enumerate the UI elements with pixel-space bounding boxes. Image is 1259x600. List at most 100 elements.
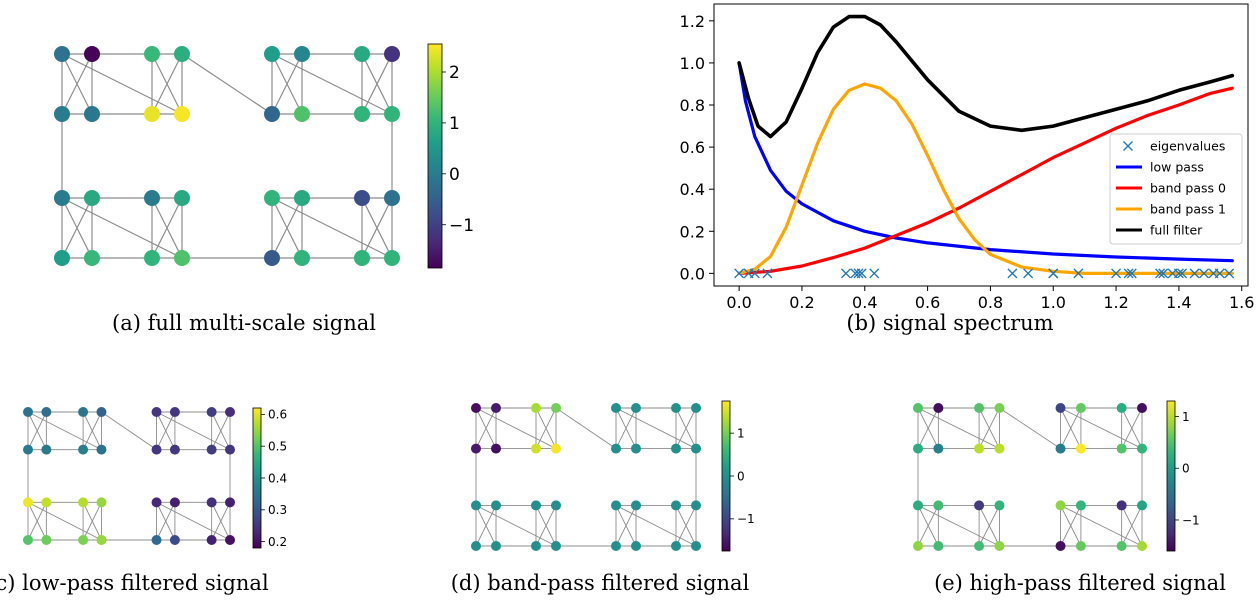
legend-label: band pass 0 — [1150, 181, 1226, 196]
graph-node — [551, 541, 561, 551]
series-line-full-filter — [737, 14, 1235, 139]
x-tick-label: 1.0 — [1041, 293, 1066, 312]
graph-edge — [1060, 505, 1082, 547]
graph-edge — [615, 505, 637, 547]
graph-node — [206, 407, 217, 417]
x-tick-label: 0.2 — [789, 293, 814, 312]
graph-node — [225, 444, 235, 455]
graph-node — [384, 46, 400, 62]
graph-edge — [27, 411, 47, 450]
graph-edge — [675, 505, 697, 547]
colorbar-tick-label: −1 — [449, 216, 474, 236]
graph-node — [1055, 500, 1066, 511]
graph-node — [84, 190, 100, 206]
graph-node — [294, 250, 310, 266]
graph-node — [144, 106, 160, 122]
graph-edge — [1060, 407, 1082, 449]
graph-node — [611, 443, 621, 454]
graph-node — [54, 106, 70, 122]
graph-node — [384, 106, 400, 122]
caption-b: (b) signal spectrum — [846, 311, 1053, 335]
graph-node — [611, 403, 621, 413]
graph-edge — [1121, 407, 1143, 449]
graph-edge — [535, 407, 557, 449]
graph-edge — [675, 407, 697, 449]
series-line-band-pass-0 — [737, 86, 1234, 275]
colorbar-tick-label: 1 — [449, 114, 460, 134]
graph-edge — [475, 505, 497, 547]
x-tick-label: 0.8 — [978, 293, 1003, 312]
graph-node — [96, 497, 107, 508]
graph-node — [84, 106, 100, 122]
graph-node — [294, 106, 310, 122]
graph-edge — [151, 197, 183, 259]
graph-node — [206, 497, 217, 508]
graph-edge — [475, 505, 557, 547]
graph-node — [611, 541, 621, 551]
eigenvalue-marker — [1155, 268, 1166, 279]
caption-d: (d) band-pass filtered signal — [451, 571, 750, 595]
eigenvalue-marker — [1173, 268, 1184, 279]
graph-edge — [475, 407, 497, 449]
graph-node — [169, 497, 180, 508]
graph-node — [1116, 541, 1127, 551]
graph-node — [294, 190, 310, 206]
graph-node — [354, 250, 370, 266]
eigenvalue-marker — [1073, 268, 1084, 279]
eigenvalue-marker — [1111, 268, 1122, 279]
colorbar-tick-label: 0.4 — [268, 471, 287, 485]
graph-node — [174, 46, 190, 62]
graph-panel-d: 1 0 −1 — [471, 400, 755, 552]
x-tick-label: 0.0 — [726, 293, 751, 312]
graph-node — [471, 500, 481, 511]
graph-node — [41, 407, 52, 417]
graph-node — [491, 500, 501, 511]
y-tick-label: 0.4 — [680, 180, 705, 199]
graph-edge — [61, 197, 183, 259]
graph-node — [84, 46, 100, 62]
graph-node — [54, 190, 70, 206]
graph-edge — [361, 53, 393, 115]
graph-node — [691, 443, 701, 454]
graph-node — [78, 444, 89, 455]
graph-edge — [156, 411, 231, 451]
graph-node — [933, 500, 944, 511]
graph-edge — [156, 501, 231, 541]
colorbar-tick-label: −1 — [1182, 513, 1200, 527]
y-tick-label: 0.2 — [680, 222, 705, 241]
graph-node — [169, 535, 180, 545]
graph-node — [96, 444, 107, 455]
graph-node — [23, 535, 33, 545]
colorbar-tick-label: 1 — [1182, 410, 1190, 424]
graph-edge — [978, 407, 1000, 449]
graph-edge — [475, 407, 557, 449]
graph-node — [551, 403, 561, 413]
graph-edge — [917, 407, 939, 449]
graph-node — [264, 46, 280, 62]
eigenvalue-marker — [734, 268, 745, 279]
graph-edge — [555, 407, 617, 449]
legend-label: low pass — [1150, 160, 1204, 175]
series-line-low-pass — [737, 61, 1234, 263]
graph-edge — [615, 505, 697, 547]
graph-node — [151, 407, 162, 417]
legend-label: eigenvalues — [1150, 139, 1225, 154]
colorbar-tick-label: 0 — [1182, 462, 1190, 476]
caption-c: (c) low-pass filtered signal — [0, 571, 269, 595]
graph-node — [144, 190, 160, 206]
graph-edge — [1121, 505, 1143, 547]
colorbar-tick-label: 0.5 — [268, 440, 287, 454]
graph-edge — [917, 505, 939, 547]
graph-node — [491, 541, 501, 551]
graph-node — [491, 443, 501, 454]
graph-edge — [999, 407, 1061, 449]
graph-node — [1137, 403, 1147, 413]
eigenvalue-marker — [1224, 268, 1235, 279]
graph-node — [78, 407, 89, 417]
graph-edge — [615, 407, 697, 449]
graph-edge — [61, 53, 183, 115]
graph-node — [1137, 541, 1147, 551]
legend-label: full filter — [1150, 223, 1203, 238]
graph-edge — [27, 501, 102, 541]
